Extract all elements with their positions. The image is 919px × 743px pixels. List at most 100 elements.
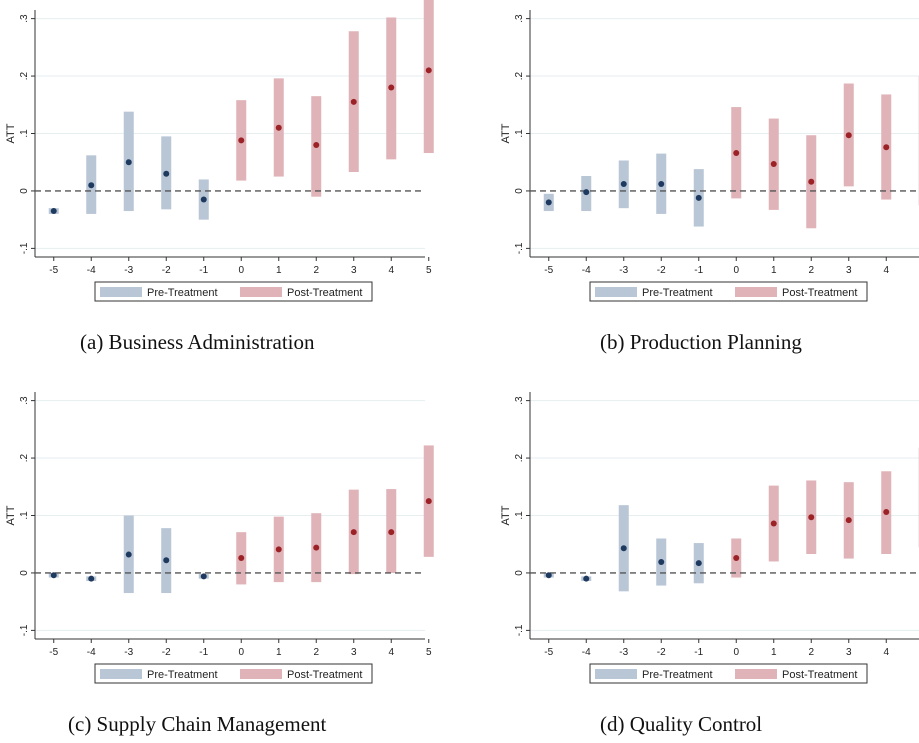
y-tick-label: .1 bbox=[514, 129, 525, 138]
y-tick-label: -.1 bbox=[19, 624, 30, 636]
y-tick-label: 0 bbox=[514, 570, 525, 576]
x-tick-label: -1 bbox=[199, 647, 208, 658]
y-tick-label: .2 bbox=[514, 71, 525, 80]
point-estimate bbox=[50, 572, 57, 579]
point-estimate bbox=[275, 546, 282, 553]
x-tick-label: -3 bbox=[619, 647, 628, 658]
y-axis-label: ATT bbox=[5, 505, 17, 525]
panel-production-planning: -.10.1.2.3ATT-5-4-3-2-1012345Pre-Treatme… bbox=[495, 0, 919, 305]
legend-swatch-pre bbox=[595, 669, 637, 679]
legend-label-post: Post-Treatment bbox=[287, 669, 362, 681]
legend: Pre-Treatment Post-Treatment bbox=[589, 281, 868, 302]
x-tick-label: 1 bbox=[276, 647, 282, 658]
x-tick-label: 3 bbox=[846, 647, 852, 658]
chart-quality-control: -.10.1.2.3ATT-5-4-3-2-1012345Pre-Treatme… bbox=[500, 392, 919, 684]
x-tick-label: 2 bbox=[808, 265, 814, 276]
point-estimate bbox=[50, 208, 57, 215]
legend-swatch-pre bbox=[595, 287, 637, 297]
x-tick-label: -4 bbox=[582, 265, 591, 276]
legend-box bbox=[589, 663, 868, 684]
point-estimate bbox=[770, 160, 777, 167]
y-axis-label: ATT bbox=[500, 123, 512, 143]
caption-supply-chain-management: (c) Supply Chain Management bbox=[68, 712, 327, 736]
x-tick-label: 4 bbox=[388, 265, 394, 276]
legend-label-pre: Pre-Treatment bbox=[642, 287, 713, 299]
x-tick-label: -3 bbox=[619, 265, 628, 276]
point-estimate bbox=[545, 572, 552, 579]
point-estimate bbox=[733, 555, 740, 562]
point-estimate bbox=[275, 124, 282, 131]
legend-box bbox=[589, 281, 868, 302]
y-axis-label: ATT bbox=[500, 505, 512, 525]
point-estimate bbox=[545, 199, 552, 206]
point-estimate bbox=[125, 551, 132, 558]
x-tick-label: -5 bbox=[49, 265, 58, 276]
legend-label-pre: Pre-Treatment bbox=[147, 669, 218, 681]
legend-label-pre: Pre-Treatment bbox=[642, 669, 713, 681]
legend-label-post: Post-Treatment bbox=[287, 287, 362, 299]
legend: Pre-Treatment Post-Treatment bbox=[94, 663, 373, 684]
x-tick-label: -1 bbox=[694, 265, 703, 276]
point-estimate bbox=[620, 545, 627, 552]
point-estimate bbox=[770, 520, 777, 527]
point-estimate bbox=[388, 529, 395, 536]
x-tick-label: -2 bbox=[657, 647, 666, 658]
caption-quality-control: (d) Quality Control bbox=[600, 712, 763, 736]
point-estimate bbox=[350, 529, 357, 536]
chart-business-administration: -.1 0 .1 .2 .3 ATT -5 -4 -3 -2 -1 0 1 2 3 4 5 Pre-Treatme… bbox=[5, 0, 434, 302]
caption-production-planning: (b) Production Planning bbox=[600, 330, 802, 354]
point-estimate bbox=[88, 575, 95, 582]
legend-box bbox=[94, 281, 373, 302]
chart-supply-chain-management: -.1 0 .1 .2 .3 ATT -5 -4 -3 -2 -1 0 1 2 3 4 5 Pre-Treatme… bbox=[5, 392, 434, 684]
point-estimate bbox=[695, 194, 702, 201]
x-tick-label: 0 bbox=[733, 265, 739, 276]
legend-swatch-post bbox=[735, 669, 777, 679]
x-tick-label: 0 bbox=[238, 647, 244, 658]
x-tick-label: -5 bbox=[544, 265, 553, 276]
x-tick-label: -4 bbox=[87, 647, 96, 658]
point-estimate bbox=[845, 132, 852, 139]
x-tick-label: -2 bbox=[657, 265, 666, 276]
point-estimate bbox=[388, 84, 395, 91]
x-tick-label: 2 bbox=[313, 647, 319, 658]
point-estimate bbox=[425, 67, 432, 74]
legend-swatch-pre bbox=[100, 669, 142, 679]
point-estimate bbox=[658, 559, 665, 566]
x-tick-label: -1 bbox=[694, 647, 703, 658]
y-tick-label: -.1 bbox=[19, 242, 30, 254]
x-tick-label: -4 bbox=[582, 647, 591, 658]
point-estimate bbox=[808, 514, 815, 521]
y-tick-label: .3 bbox=[514, 396, 525, 405]
y-tick-label: .3 bbox=[19, 396, 30, 405]
x-tick-label: 4 bbox=[883, 265, 889, 276]
point-estimate bbox=[620, 181, 627, 188]
y-tick-label: .2 bbox=[514, 453, 525, 462]
point-estimate bbox=[238, 137, 245, 144]
legend-swatch-post bbox=[735, 287, 777, 297]
legend: Pre-Treatment Post-Treatment bbox=[589, 663, 868, 684]
point-estimate bbox=[425, 498, 432, 505]
point-estimate bbox=[845, 517, 852, 524]
point-estimate bbox=[583, 189, 590, 196]
x-tick-label: 2 bbox=[808, 647, 814, 658]
point-estimate bbox=[883, 509, 890, 516]
legend: Pre-Treatment Post-Treatment bbox=[94, 281, 373, 302]
point-estimate bbox=[313, 141, 320, 148]
point-estimate bbox=[238, 555, 245, 562]
x-tick-label: 4 bbox=[883, 647, 889, 658]
legend-label-post: Post-Treatment bbox=[782, 669, 857, 681]
x-tick-label: 3 bbox=[351, 647, 357, 658]
panel-quality-control: -.10.1.2.3ATT-5-4-3-2-1012345Pre-Treatme… bbox=[495, 382, 919, 687]
x-tick-label: 3 bbox=[351, 265, 357, 276]
point-estimate bbox=[163, 557, 170, 564]
point-estimate bbox=[163, 170, 170, 177]
legend-label-pre: Pre-Treatment bbox=[147, 287, 218, 299]
x-tick-label: -1 bbox=[199, 265, 208, 276]
point-estimate bbox=[200, 573, 207, 580]
x-tick-label: 5 bbox=[426, 265, 432, 276]
panel-business-administration: -.1 0 .1 .2 .3 ATT -5 -4 -3 -2 -1 0 1 2 3 4 5 Pre-Treatme… bbox=[0, 0, 434, 305]
x-tick-label: -5 bbox=[49, 647, 58, 658]
panel-supply-chain-management: -.1 0 .1 .2 .3 ATT -5 -4 -3 -2 -1 0 1 2 3 4 5 Pre-Treatme… bbox=[0, 382, 434, 687]
point-estimate bbox=[200, 196, 207, 203]
legend-label-post: Post-Treatment bbox=[782, 287, 857, 299]
